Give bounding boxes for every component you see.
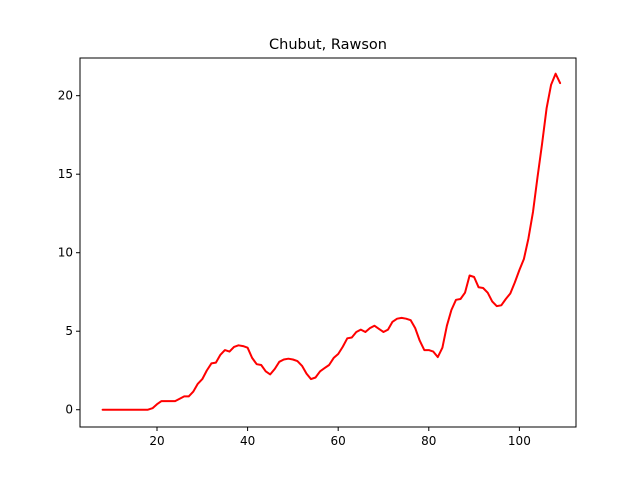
x-tick-label: 20: [149, 434, 164, 448]
x-tick-label: 80: [421, 434, 436, 448]
y-tick-label: 15: [58, 167, 73, 181]
x-axis: 20 40 60 80 100: [149, 427, 531, 448]
y-tick-label: 5: [65, 324, 73, 338]
y-axis: 0 5 10 15 20: [58, 89, 80, 417]
chart-title: Chubut, Rawson: [269, 37, 387, 53]
x-tick-label: 100: [508, 434, 531, 448]
y-tick-label: 0: [65, 403, 73, 417]
y-tick-label: 20: [58, 89, 73, 103]
x-tick-label: 60: [331, 434, 346, 448]
x-tick-label: 40: [240, 434, 255, 448]
series-layer: [101, 72, 562, 411]
y-tick-label: 10: [58, 246, 73, 260]
series-line: [101, 72, 562, 411]
plot-frame: [79, 57, 577, 428]
